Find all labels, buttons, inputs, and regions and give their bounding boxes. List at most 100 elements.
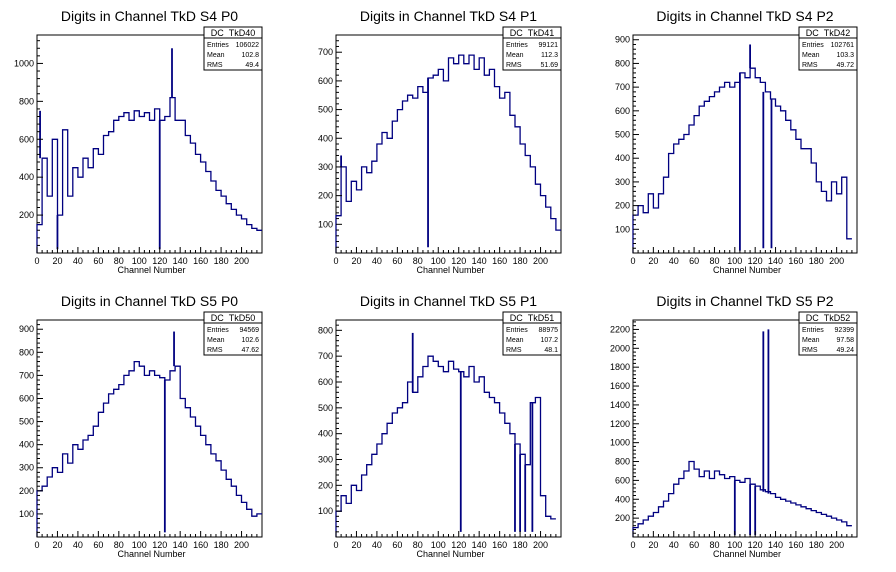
y-tick-label: 400 [615,494,630,504]
x-tick-label: 80 [709,540,719,550]
x-tick-label: 140 [768,540,783,550]
x-tick-label: 140 [768,256,783,266]
stats-entries-value: 99121 [539,42,559,49]
x-tick-label: 100 [727,256,742,266]
stats-rms-label: RMS [802,347,818,354]
y-tick-label: 100 [615,224,630,234]
x-tick-label: 180 [809,540,824,550]
stats-entries-value: 88975 [539,327,559,334]
stats-mean-label: Mean [506,52,524,59]
histogram-line [632,67,852,253]
stats-box-frame [203,26,263,71]
chart-title: Digits in Channel TkD S5 P1 [360,293,537,309]
y-tick-label: 300 [318,455,333,465]
y-tick-label: 800 [318,325,333,335]
x-tick-label: 200 [533,540,548,550]
x-tick-label: 180 [214,540,229,550]
stats-rms-value: 48.1 [544,347,558,354]
stats-histogram-name: DC_TkD51 [510,313,555,323]
stats-entries-value: 102761 [831,42,854,49]
y-tick-label: 200 [318,480,333,490]
x-tick-label: 20 [351,256,361,266]
stats-box: DC_TkD52 Entries 92399 Mean 97.58 RMS 49.24 [798,311,858,356]
histogram-line [36,360,262,537]
x-tick-label: 200 [533,256,548,266]
x-tick-label: 180 [214,256,229,266]
x-tick-label: 0 [630,540,635,550]
y-tick-label: 600 [615,106,630,116]
x-axis-label: Channel Number [117,265,185,275]
x-tick-label: 80 [114,256,124,266]
stats-entries-value: 92399 [835,327,855,334]
y-tick-label: 400 [19,172,34,182]
y-tick-label: 300 [19,463,34,473]
y-tick-label: 200 [19,210,34,220]
x-tick-label: 100 [431,540,446,550]
x-tick-label: 100 [727,540,742,550]
y-tick-label: 400 [318,133,333,143]
histogram-panel-2: Digits in Channel TkD S4 P1 0 20 40 60 80 100 1… [318,8,562,275]
x-tick-label: 80 [709,256,719,266]
y-tick-label: 400 [615,153,630,163]
x-tick-label: 40 [669,256,679,266]
x-tick-label: 60 [392,540,402,550]
chart-title: Digits in Channel TkD S4 P0 [61,8,238,24]
y-tick-label: 800 [19,96,34,106]
x-tick-label: 80 [413,256,423,266]
y-tick-label: 600 [615,475,630,485]
stats-box-frame [798,311,858,356]
y-tick-label: 700 [318,351,333,361]
x-tick-label: 180 [513,540,528,550]
stats-entries-label: Entries [506,327,528,334]
y-tick-label: 500 [318,403,333,413]
x-tick-label: 40 [73,540,83,550]
stats-box: DC_TkD50 Entries 94569 Mean 102.6 RMS 47.62 [203,311,263,356]
x-tick-label: 40 [372,256,382,266]
x-tick-label: 140 [472,540,487,550]
stats-mean-label: Mean [802,52,820,59]
x-tick-label: 0 [630,256,635,266]
y-tick-label: 2200 [610,324,630,334]
stats-box-frame [798,26,858,71]
stats-rms-value: 47.62 [241,347,259,354]
stats-rms-value: 51.69 [540,62,558,69]
x-tick-label: 20 [351,540,361,550]
y-tick-label: 2000 [610,343,630,353]
y-tick-label: 700 [615,82,630,92]
histogram-line [335,54,561,253]
histogram-line [632,460,852,537]
histogram-panel-5: Digits in Channel TkD S5 P1 0 20 40 60 80 100 1… [318,293,562,559]
y-tick-label: 600 [318,76,333,86]
stats-box-frame [502,311,562,356]
y-tick-label: 100 [318,219,333,229]
y-tick-label: 200 [318,191,333,201]
stats-entries-label: Entries [506,42,528,49]
x-tick-label: 140 [472,256,487,266]
stats-entries-label: Entries [802,42,824,49]
x-axis-label: Channel Number [416,265,484,275]
x-tick-label: 40 [372,540,382,550]
x-tick-label: 100 [431,256,446,266]
stats-mean-value: 103.3 [836,52,854,59]
y-tick-label: 800 [615,58,630,68]
x-tick-label: 20 [648,256,658,266]
stats-histogram-name: DC_TkD52 [806,313,851,323]
y-tick-label: 500 [318,105,333,115]
stats-mean-value: 112.3 [541,52,558,59]
stats-mean-value: 102.8 [241,52,259,59]
stats-rms-value: 49.72 [836,62,854,69]
x-tick-label: 120 [748,540,763,550]
histogram-panel-1: Digits in Channel TkD S4 P0 0 20 40 60 80 100 1… [14,8,263,275]
stats-mean-label: Mean [207,52,225,59]
stats-mean-value: 107.2 [540,337,558,344]
stats-rms-label: RMS [506,347,522,354]
x-tick-label: 100 [132,540,147,550]
x-tick-label: 0 [34,256,39,266]
stats-entries-label: Entries [802,327,824,334]
stats-entries-value: 94569 [240,327,260,334]
y-tick-label: 1400 [610,400,630,410]
x-tick-label: 200 [829,540,844,550]
stats-box: DC_TkD41 Entries 99121 Mean 112.3 RMS 51.69 [502,26,562,71]
x-tick-label: 20 [648,540,658,550]
